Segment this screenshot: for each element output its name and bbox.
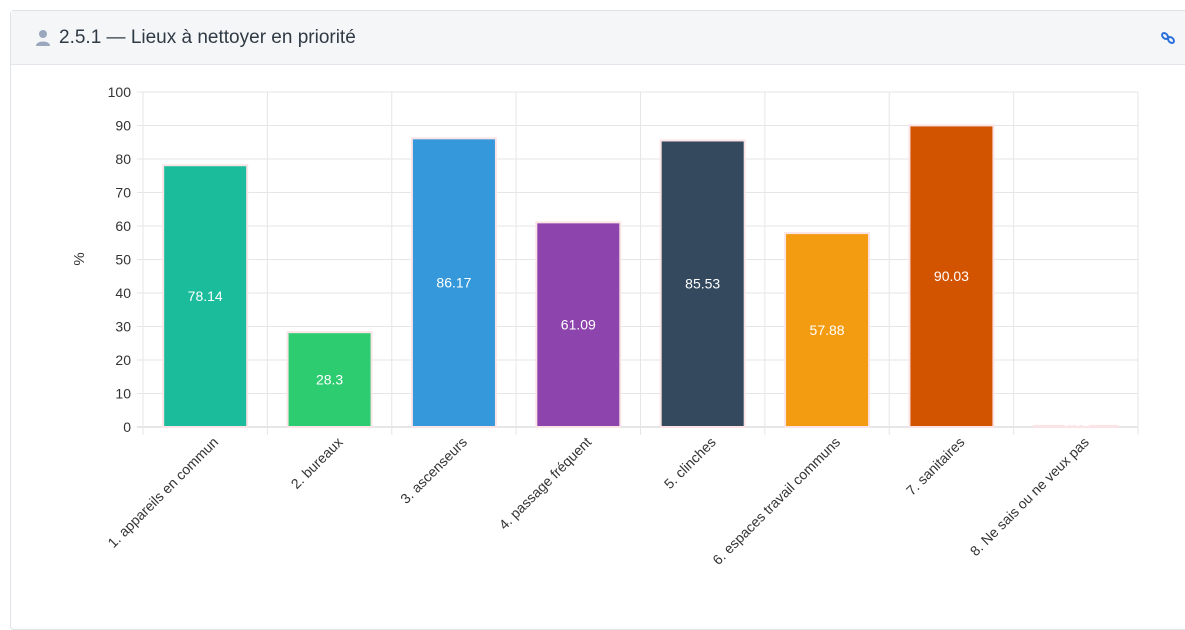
user-icon [36,29,50,46]
y-tick-label: 90 [115,118,131,134]
x-tick-label: 2. bureaux [288,434,346,492]
bar [784,232,871,428]
y-axis-label: % [71,252,88,265]
data-label: 61.09 [561,317,596,333]
data-label: 28.3 [316,372,343,388]
x-tick-label: 8. Ne sais ou ne veux pas [967,434,1092,559]
y-tick-label: 20 [115,352,131,368]
x-tick-label: 5. clinches [661,434,719,492]
y-tick-label: 70 [115,185,131,201]
data-label: 86.17 [436,275,471,291]
y-tick-label: 0 [123,419,131,435]
data-label: 78.14 [188,288,223,304]
bar [659,139,746,429]
bar [162,164,249,429]
y-tick-label: 80 [115,151,131,167]
x-tick-label: 3. ascenseurs [397,434,470,507]
y-tick-label: 100 [108,84,132,100]
y-tick-label: 10 [115,386,131,402]
data-label: 57.88 [810,322,845,338]
bar [535,221,622,428]
bar [908,124,995,428]
x-tick-label: 1. appareils en commun [104,434,221,551]
panel-title: 2.5.1 — Lieux à nettoyer en priorité [59,26,356,48]
x-tick-label: 4. passage fréquent [496,434,595,533]
y-tick-label: 40 [115,285,131,301]
y-tick-label: 60 [115,218,131,234]
x-tick-label: 6. espaces travail communs [709,434,843,568]
data-label: 90.03 [934,268,969,284]
bar [1032,424,1119,429]
y-tick-label: 50 [115,252,131,268]
bar-chart: 0 10 20 30 40 50 60 70 80 90 100% 78.14 1. appareils… [71,84,1139,568]
data-label: 85.53 [685,276,720,292]
x-tick-label: 7. sanitaires [903,434,968,499]
panel-header: 2.5.1 — Lieux à nettoyer en priorité [11,11,1185,65]
bar [410,137,497,428]
data-label: 0.32 [1062,413,1089,429]
y-tick-label: 30 [115,319,131,335]
link-icon[interactable] [1159,29,1177,47]
bar [286,331,373,429]
